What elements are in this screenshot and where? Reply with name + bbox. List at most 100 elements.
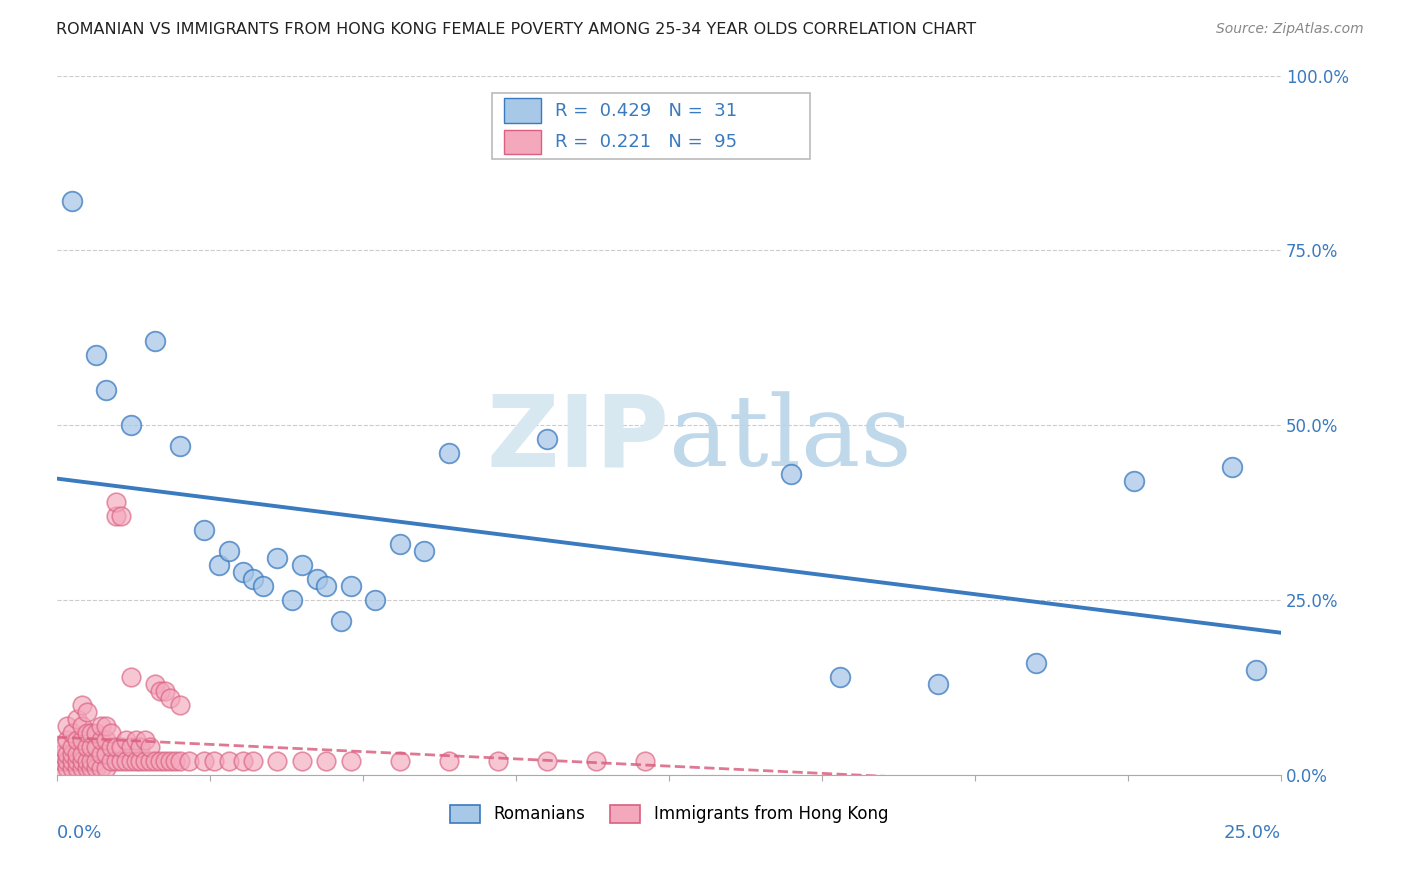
Point [169,698,191,713]
Point [51,754,73,768]
Point [266,551,288,566]
Point [66,761,89,775]
Text: ROMANIAN VS IMMIGRANTS FROM HONG KONG FEMALE POVERTY AMONG 25-34 YEAR OLDS CORRE: ROMANIAN VS IMMIGRANTS FROM HONG KONG FE… [56,22,976,37]
Point [232,566,254,580]
Point [437,754,460,768]
Point [153,754,176,768]
Point [56,761,79,775]
Point [70,761,93,775]
Point [134,733,156,747]
Point [340,754,363,768]
Point [208,558,231,573]
Point [536,754,558,768]
Text: 25.0%: 25.0% [1223,824,1281,842]
Point [60,747,83,762]
Point [100,740,122,755]
Point [169,439,191,453]
Point [153,684,176,698]
Text: ZIP: ZIP [486,391,669,488]
Point [780,467,803,482]
Point [66,712,89,726]
Point [104,495,127,509]
Point [66,754,89,768]
Text: R =  0.429   N =  31: R = 0.429 N = 31 [555,102,737,120]
Point [242,572,264,586]
Point [252,579,274,593]
Point [139,740,162,755]
Point [70,698,93,713]
Point [179,754,201,768]
Point [413,544,436,558]
Point [830,670,852,684]
Point [90,719,112,733]
Point [100,726,122,740]
Point [60,761,83,775]
Point [66,733,89,747]
Text: atlas: atlas [669,392,912,487]
Point [163,754,186,768]
Text: 0.0%: 0.0% [58,824,103,842]
Point [218,544,240,558]
Point [86,740,108,755]
Point [70,747,93,762]
Point [1220,460,1243,475]
Point [120,754,142,768]
Point [134,754,156,768]
Point [388,537,411,551]
Point [291,754,314,768]
Point [242,754,264,768]
Point [104,509,127,524]
Point [114,754,136,768]
Point [218,754,240,768]
Point [51,747,73,762]
Point [80,740,103,755]
Point [86,761,108,775]
Point [159,754,181,768]
Point [120,670,142,684]
Y-axis label: Female Poverty Among 25-34 Year Olds: Female Poverty Among 25-34 Year Olds [0,261,8,590]
Point [70,719,93,733]
Point [110,740,132,755]
Point [486,754,509,768]
Legend: Romanians, Immigrants from Hong Kong: Romanians, Immigrants from Hong Kong [443,797,894,830]
FancyBboxPatch shape [503,129,540,154]
Point [80,726,103,740]
Point [633,754,655,768]
Point [388,754,411,768]
FancyBboxPatch shape [503,98,540,123]
Point [129,740,152,755]
Point [94,719,117,733]
Point [76,740,98,755]
Point [94,384,117,398]
Point [124,733,146,747]
Text: R =  0.221   N =  95: R = 0.221 N = 95 [555,133,737,151]
Point [56,747,79,762]
Point [56,754,79,768]
Point [149,684,172,698]
Point [315,579,337,593]
Point [232,754,254,768]
Point [80,754,103,768]
Point [315,754,337,768]
Point [51,740,73,755]
Point [94,747,117,762]
Point [330,615,353,629]
Text: Source: ZipAtlas.com: Source: ZipAtlas.com [1216,22,1364,37]
Point [585,754,607,768]
Point [266,754,288,768]
Point [124,754,146,768]
Point [281,593,304,607]
Point [437,446,460,460]
Point [120,418,142,433]
Point [110,754,132,768]
Point [110,509,132,524]
Point [76,726,98,740]
Point [536,433,558,447]
Point [70,754,93,768]
Point [60,726,83,740]
Point [104,754,127,768]
Point [364,593,387,607]
Point [159,691,181,706]
Point [86,754,108,768]
Point [193,524,215,538]
